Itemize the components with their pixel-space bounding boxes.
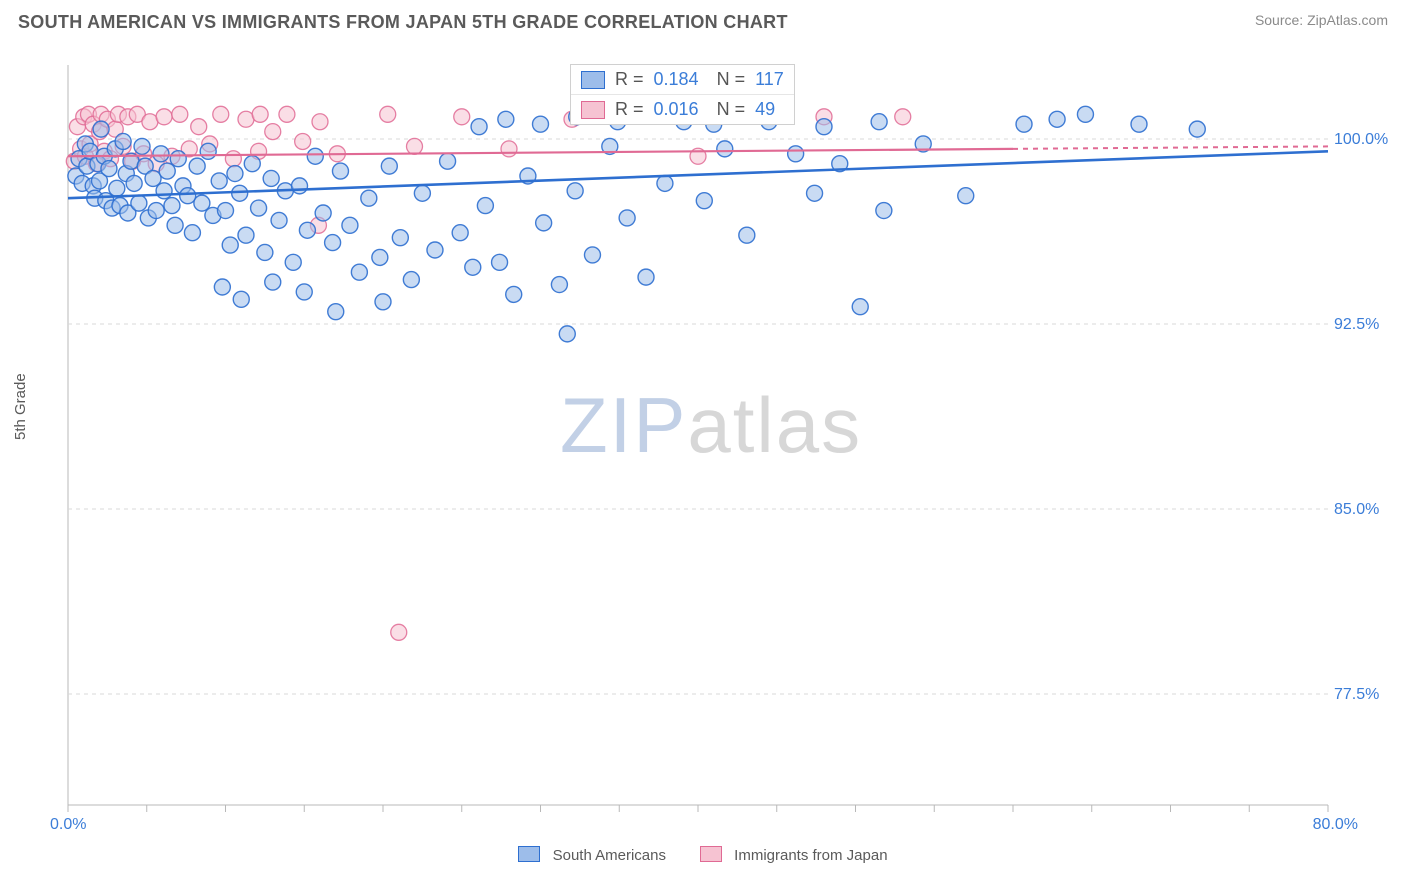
stats-legend: R =0.184N =117R =0.016N =49 bbox=[570, 64, 795, 125]
chart-container: 100.0% 92.5% 85.0% 77.5% bbox=[50, 55, 1390, 845]
legend-swatch bbox=[581, 101, 605, 119]
chart-title: SOUTH AMERICAN VS IMMIGRANTS FROM JAPAN … bbox=[18, 12, 788, 33]
y-tick-label: 85.0% bbox=[1334, 501, 1379, 518]
stats-legend-row: R =0.184N =117 bbox=[571, 65, 794, 94]
y-axis-label: 5th Grade bbox=[12, 373, 29, 440]
y-tick-label: 92.5% bbox=[1334, 316, 1379, 333]
legend-swatch-blue bbox=[518, 846, 540, 862]
stats-legend-row: R =0.016N =49 bbox=[571, 94, 794, 124]
scatter-plot: 100.0% 92.5% 85.0% 77.5% bbox=[50, 55, 1390, 845]
y-tick-label: 100.0% bbox=[1334, 131, 1388, 148]
legend-item-south-americans: South Americans bbox=[518, 846, 666, 864]
legend-item-immigrants-japan: Immigrants from Japan bbox=[700, 846, 888, 864]
legend-swatch bbox=[581, 71, 605, 89]
x-axis-max-label: 80.0% bbox=[1313, 816, 1358, 834]
x-axis-min-label: 0.0% bbox=[50, 816, 86, 834]
legend-swatch-pink bbox=[700, 846, 722, 862]
source-credit: Source: ZipAtlas.com bbox=[1255, 12, 1388, 28]
y-tick-label: 77.5% bbox=[1334, 686, 1379, 703]
bottom-legend: South Americans Immigrants from Japan bbox=[0, 846, 1406, 864]
